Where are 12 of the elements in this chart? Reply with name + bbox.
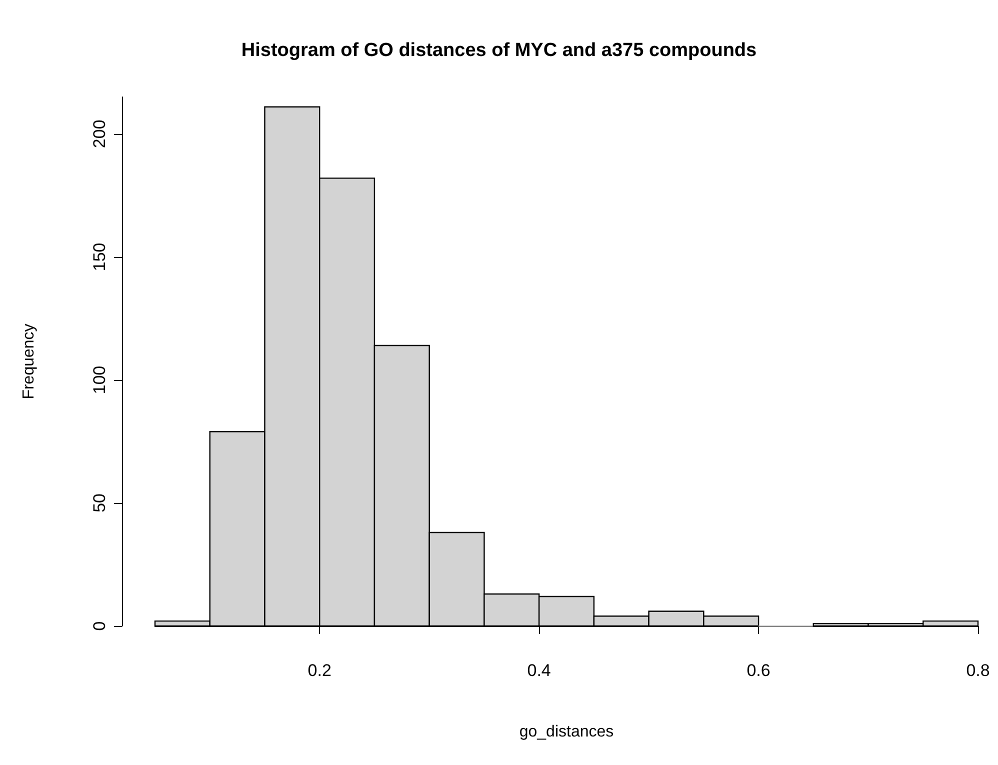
y-tick-label: 200 xyxy=(90,120,109,148)
x-tick-label: 0.2 xyxy=(308,661,332,680)
x-tick-label: 0.8 xyxy=(966,661,990,680)
x-axis-title: go_distances xyxy=(519,724,614,740)
y-tick-label: 100 xyxy=(90,366,109,394)
y-axis-title: Frequency xyxy=(20,324,38,400)
y-tick-label: 50 xyxy=(90,494,109,512)
x-tick-label: 0.6 xyxy=(746,661,770,680)
y-tick-label: 150 xyxy=(90,242,109,272)
y-tick-label: 0 xyxy=(90,621,109,631)
x-tick-label: 0.4 xyxy=(527,661,551,680)
chart-title: Histogram of GO distances of MYC and a375 compounds xyxy=(241,40,757,61)
